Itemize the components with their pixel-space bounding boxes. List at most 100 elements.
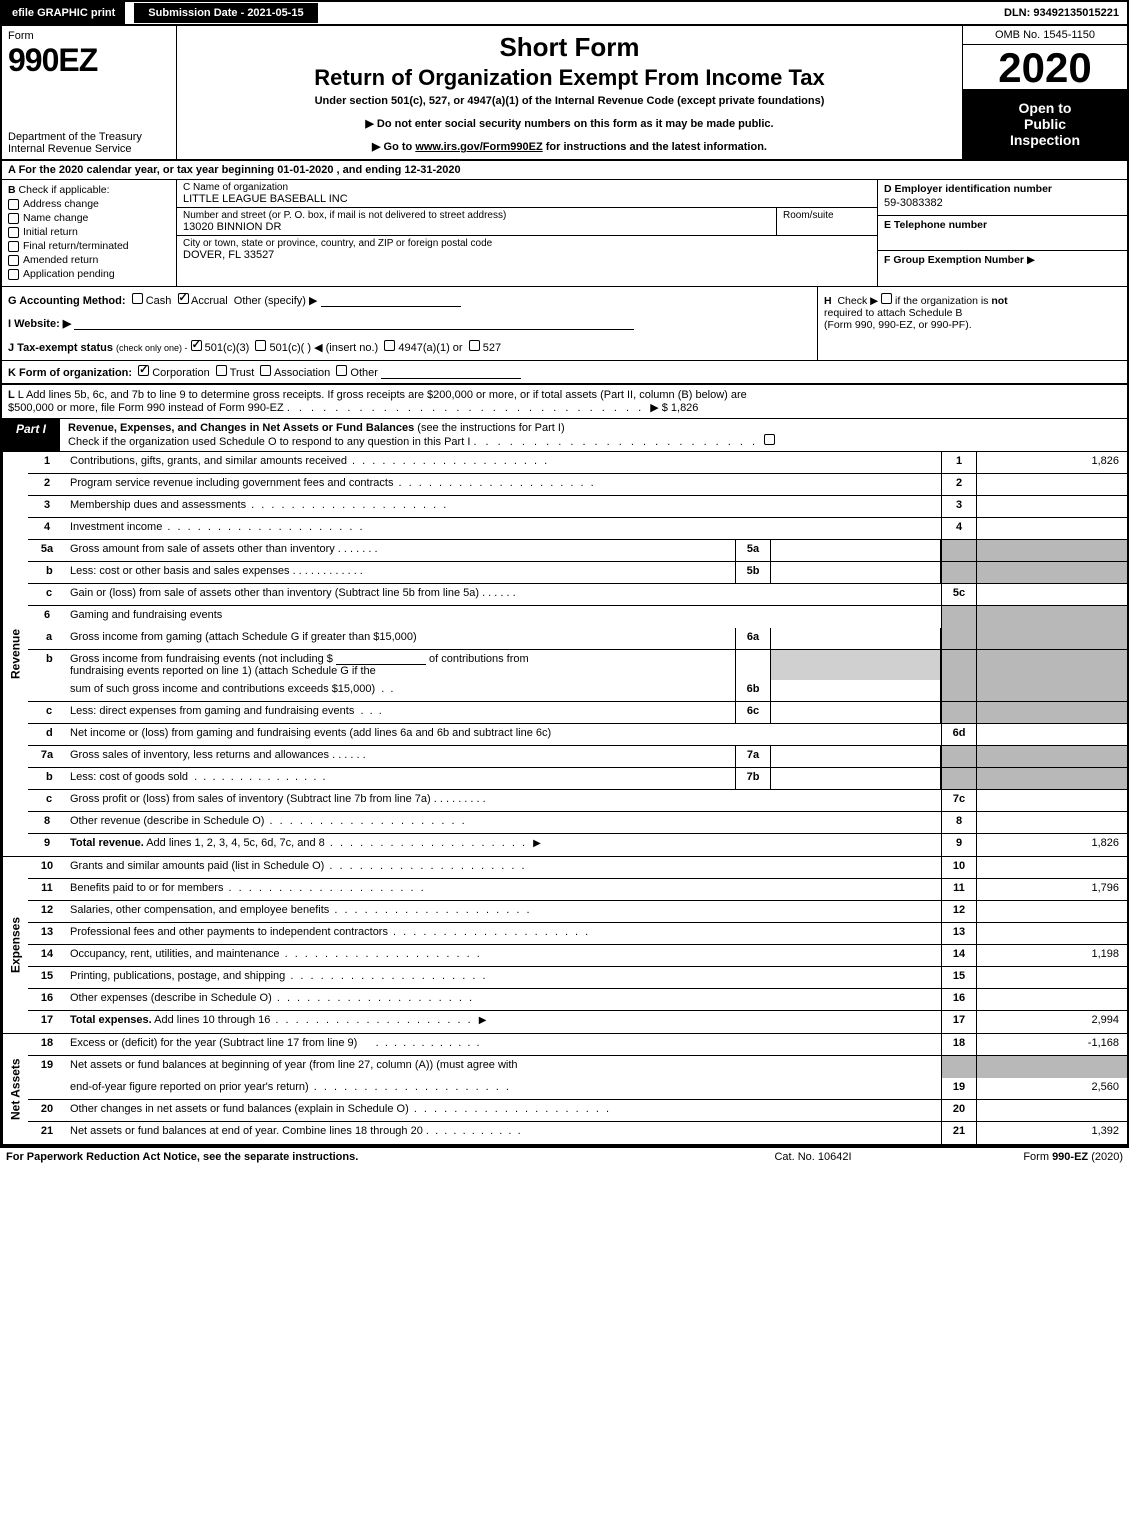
chk-association[interactable] xyxy=(260,365,271,376)
line-17-value: 2,994 xyxy=(977,1011,1127,1033)
col-def: D Employer identification number 59-3083… xyxy=(877,180,1127,286)
warning-ssn: ▶ Do not enter social security numbers o… xyxy=(187,117,952,130)
chk-cash[interactable] xyxy=(132,293,143,304)
dept-treasury: Department of the Treasury Internal Reve… xyxy=(8,131,170,155)
line-5a: 5a Gross amount from sale of assets othe… xyxy=(28,540,1127,562)
chk-application-pending[interactable] xyxy=(8,269,19,280)
lbl-application-pending: Application pending xyxy=(23,268,115,280)
org-name-row: C Name of organization LITTLE LEAGUE BAS… xyxy=(177,180,877,208)
chk-527[interactable] xyxy=(469,340,480,351)
line-6-right-val xyxy=(977,606,1127,628)
line-19-value: 2,560 xyxy=(977,1078,1127,1099)
line-20-desc: Other changes in net assets or fund bala… xyxy=(70,1103,409,1115)
line-6b-mid-val xyxy=(771,680,941,701)
lbl-other-method: Other (specify) ▶ xyxy=(234,295,318,307)
chk-other-org[interactable] xyxy=(336,365,347,376)
line-7a-mid-val xyxy=(771,746,941,767)
efile-print-button[interactable]: efile GRAPHIC print xyxy=(2,2,127,24)
line-7c: c Gross profit or (loss) from sales of i… xyxy=(28,790,1127,812)
irs-link[interactable]: www.irs.gov/Form990EZ xyxy=(415,141,542,153)
lbl-initial-return: Initial return xyxy=(23,226,78,238)
line-21-value: 1,392 xyxy=(977,1122,1127,1144)
gh-right-h-box: H Check ▶ if the organization is not req… xyxy=(817,287,1127,360)
goto-link-line: ▶ Go to www.irs.gov/Form990EZ for instru… xyxy=(187,140,952,153)
tax-year: 2020 xyxy=(963,45,1127,89)
line-5a-desc: Gross amount from sale of assets other t… xyxy=(70,543,335,555)
chk-trust[interactable] xyxy=(216,365,227,376)
chk-address-change[interactable] xyxy=(8,199,19,210)
line-10-value xyxy=(977,857,1127,878)
line-3: 3 Membership dues and assessments 3 xyxy=(28,496,1127,518)
lbl-corporation: Corporation xyxy=(152,367,209,379)
org-name-value: LITTLE LEAGUE BASEBALL INC xyxy=(183,193,871,205)
page-footer: For Paperwork Reduction Act Notice, see … xyxy=(0,1148,1129,1166)
ein-value: 59-3083382 xyxy=(884,197,1121,209)
line-9: 9 Total revenue. Add lines 1, 2, 3, 4, 5… xyxy=(28,834,1127,856)
lbl-association: Association xyxy=(274,367,330,379)
line-1-value: 1,826 xyxy=(977,452,1127,473)
dln-text: DLN: 93492135015221 xyxy=(1004,7,1127,19)
lbl-amended-return: Amended return xyxy=(23,254,98,266)
line-6b2-right-val xyxy=(977,680,1127,701)
line-6-right-num xyxy=(941,606,977,628)
line-3-value xyxy=(977,496,1127,517)
chk-501c3[interactable] xyxy=(191,340,202,351)
open-line2: Public xyxy=(967,116,1123,132)
chk-initial-return[interactable] xyxy=(8,227,19,238)
line-18: 18 Excess or (deficit) for the year (Sub… xyxy=(28,1034,1127,1056)
website-blank xyxy=(74,318,634,330)
line-6-desc: Gaming and fundraising events xyxy=(70,609,222,621)
line-5b-desc: Less: cost or other basis and sales expe… xyxy=(70,565,290,577)
city-value: DOVER, FL 33527 xyxy=(183,249,871,261)
website-line: I Website: ▶ xyxy=(8,317,811,330)
l-text1: L Add lines 5b, 6c, and 7b to line 9 to … xyxy=(18,389,747,401)
street-label: Number and street (or P. O. box, if mail… xyxy=(183,210,770,221)
line-19-desc2: end-of-year figure reported on prior yea… xyxy=(70,1081,309,1093)
col-b-checkboxes: B Check if applicable: Address change Na… xyxy=(2,180,177,286)
goto-post: for instructions and the latest informat… xyxy=(543,141,767,153)
chk-schedule-o-part-i[interactable] xyxy=(764,434,775,445)
open-to-public-box: Open to Public Inspection xyxy=(963,89,1127,159)
line-6b-blank xyxy=(336,653,426,665)
chk-501c[interactable] xyxy=(255,340,266,351)
row-k: K Form of organization: Corporation Trus… xyxy=(2,361,1127,385)
chk-4947[interactable] xyxy=(384,340,395,351)
line-19-right-num-shaded xyxy=(941,1056,977,1078)
line-10-desc: Grants and similar amounts paid (list in… xyxy=(70,860,324,872)
room-suite-cell: Room/suite xyxy=(777,208,877,235)
line-20: 20 Other changes in net assets or fund b… xyxy=(28,1100,1127,1122)
chk-corporation[interactable] xyxy=(138,365,149,376)
expenses-section: Expenses 10 Grants and similar amounts p… xyxy=(2,857,1127,1034)
line-13-desc: Professional fees and other payments to … xyxy=(70,926,388,938)
short-form-title: Short Form xyxy=(187,32,952,63)
footer-form-pre: Form xyxy=(1023,1151,1052,1163)
line-7b: b Less: cost of goods sold . . . . . . .… xyxy=(28,768,1127,790)
line-8: 8 Other revenue (describe in Schedule O)… xyxy=(28,812,1127,834)
line-9-value: 1,826 xyxy=(977,834,1127,856)
line-16: 16 Other expenses (describe in Schedule … xyxy=(28,989,1127,1011)
line-15: 15 Printing, publications, postage, and … xyxy=(28,967,1127,989)
accounting-method-line: G Accounting Method: Cash Accrual Other … xyxy=(8,293,811,307)
line-6b-mid-num-shaded xyxy=(735,650,771,680)
line-18-value: -1,168 xyxy=(977,1034,1127,1055)
chk-h-not-required[interactable] xyxy=(881,293,892,304)
chk-final-return[interactable] xyxy=(8,241,19,252)
line-7b-mid-val xyxy=(771,768,941,789)
line-5b-right-num xyxy=(941,562,977,583)
line-8-value xyxy=(977,812,1127,833)
subtitle: Under section 501(c), 527, or 4947(a)(1)… xyxy=(187,95,952,107)
form-word: Form xyxy=(8,30,170,42)
line-6b-mid-val-shaded xyxy=(771,650,941,680)
line-5b-mid-num: 5b xyxy=(735,562,771,583)
h-label: H xyxy=(824,295,832,307)
chk-accrual[interactable] xyxy=(178,293,189,304)
h-not-bold: not xyxy=(991,295,1007,307)
lbl-trust: Trust xyxy=(230,367,255,379)
chk-name-change[interactable] xyxy=(8,213,19,224)
line-14: 14 Occupancy, rent, utilities, and maint… xyxy=(28,945,1127,967)
line-19-right-val-shaded xyxy=(977,1056,1127,1078)
h-text3: required to attach Schedule B xyxy=(824,307,962,319)
j-note: (check only one) - xyxy=(116,343,188,353)
entity-block: B Check if applicable: Address change Na… xyxy=(2,180,1127,287)
chk-amended-return[interactable] xyxy=(8,255,19,266)
